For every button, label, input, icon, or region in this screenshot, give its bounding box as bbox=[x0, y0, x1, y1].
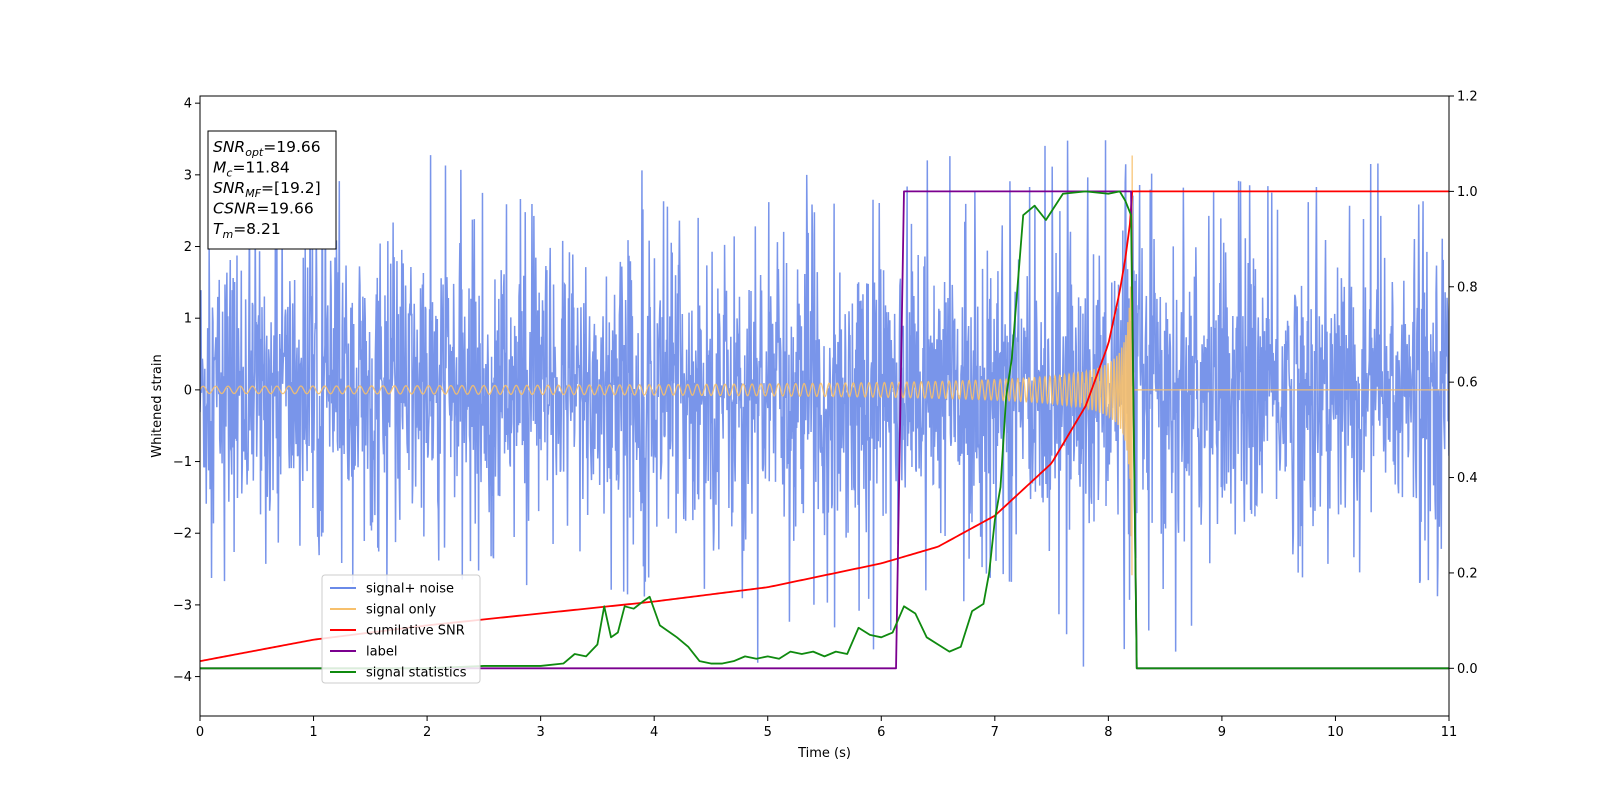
y-right-tick-label: 0.4 bbox=[1457, 471, 1478, 486]
x-tick-label: 4 bbox=[650, 725, 658, 740]
legend-label: signal+ noise bbox=[366, 582, 454, 597]
x-tick-label: 3 bbox=[536, 725, 544, 740]
annotation-box: SNRopt=19.66Mc=11.84SNRMF=[19.2]CSNR=19.… bbox=[207, 130, 337, 250]
x-tick-label: 9 bbox=[1218, 725, 1226, 740]
y-left-tick-label: 1 bbox=[184, 312, 192, 327]
x-tick-label: 1 bbox=[309, 725, 317, 740]
x-tick-label: 11 bbox=[1441, 725, 1458, 740]
y-right-tick-label: 0.8 bbox=[1457, 280, 1478, 295]
axes: 0 1 2 3 4 5 6 7 8 9 10 11 −4 −3 −2 −1 0 1 2 3 4 0.0 0.2 0.4 0.6 0… bbox=[173, 90, 1478, 741]
series-signal-only-line bbox=[200, 155, 1449, 576]
y-right-tick-label: 0.0 bbox=[1457, 662, 1478, 677]
y-left-tick-label: −3 bbox=[173, 598, 192, 613]
annotation-line: Tm=8.21 bbox=[213, 220, 281, 241]
y-left-tick-label: 0 bbox=[184, 383, 192, 398]
y-left-tick-label: −1 bbox=[173, 455, 192, 470]
y-left-tick-label: −2 bbox=[173, 527, 192, 542]
x-tick-label: 10 bbox=[1327, 725, 1344, 740]
y-axis-label: Whitened strain bbox=[150, 354, 165, 457]
annotation-line: CSNR=19.66 bbox=[213, 200, 314, 218]
x-tick-label: 7 bbox=[991, 725, 999, 740]
x-tick-label: 5 bbox=[764, 725, 772, 740]
y-right-tick-label: 0.6 bbox=[1457, 376, 1478, 391]
y-left-tick-label: 2 bbox=[184, 240, 192, 255]
x-tick-label: 6 bbox=[877, 725, 885, 740]
legend-label: label bbox=[366, 645, 397, 660]
legend-label: cumilative SNR bbox=[366, 624, 465, 639]
annotation-line: Mc=11.84 bbox=[213, 159, 290, 180]
x-axis-label: Time (s) bbox=[797, 746, 851, 761]
x-tick-label: 0 bbox=[196, 725, 204, 740]
y-left-tick-label: 4 bbox=[184, 97, 192, 112]
y-left-tick-label: 3 bbox=[184, 168, 192, 183]
legend-label: signal statistics bbox=[366, 666, 467, 681]
y-left-tick-label: −4 bbox=[173, 670, 192, 685]
legend: signal+ noise signal only cumilative SNR la… bbox=[321, 574, 481, 684]
annotation-line: SNRopt=19.66 bbox=[213, 138, 321, 159]
x-tick-label: 2 bbox=[423, 725, 431, 740]
y-right-tick-label: 1.0 bbox=[1457, 185, 1478, 200]
plot-frame bbox=[199, 95, 1450, 717]
y-right-tick-label: 0.2 bbox=[1457, 566, 1478, 581]
series-signal-statistics-line bbox=[200, 190, 1449, 670]
legend-label: signal only bbox=[366, 603, 436, 618]
y-right-tick-label: 1.2 bbox=[1457, 90, 1478, 105]
annotation-line: SNRMF=[19.2] bbox=[213, 179, 321, 200]
x-tick-label: 8 bbox=[1104, 725, 1112, 740]
series-signal-noise-line bbox=[200, 140, 1449, 667]
